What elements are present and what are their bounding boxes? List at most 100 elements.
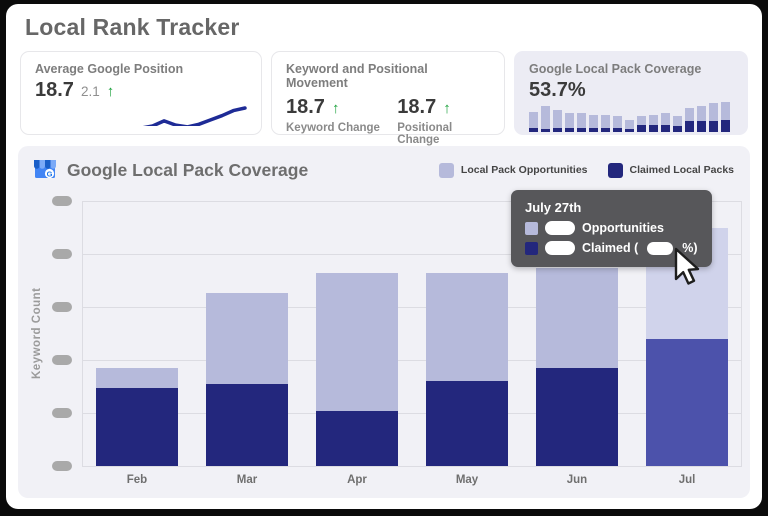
mini-bar xyxy=(613,116,622,132)
stacked-bar-jun[interactable] xyxy=(536,267,618,466)
segment-opportunities xyxy=(96,367,178,389)
segment-opportunities xyxy=(426,273,508,382)
x-tick-feb: Feb xyxy=(126,474,148,486)
x-tick-mar: Mar xyxy=(236,474,258,486)
card-title: Keyword and Positional Movement xyxy=(286,62,428,90)
plot-right-border xyxy=(741,201,742,466)
segment-claimed xyxy=(316,410,398,466)
tooltip-row-opportunities: Opportunities xyxy=(525,221,698,235)
average-position-delta: 2.1 xyxy=(80,84,100,99)
mini-bar xyxy=(541,106,550,132)
tooltip-date: July 27th xyxy=(525,200,582,215)
y-gridline xyxy=(82,306,742,308)
mini-bar xyxy=(529,112,538,132)
y-gridline xyxy=(82,359,742,361)
mini-bar xyxy=(709,103,718,132)
average-position-sparkline xyxy=(129,106,247,126)
stacked-bar-feb[interactable] xyxy=(96,367,178,466)
card-local-pack-coverage: Google Local Pack Coverage 53.7% xyxy=(514,51,748,135)
stacked-bar-mar[interactable] xyxy=(206,293,288,466)
up-arrow-icon: ↑ xyxy=(331,100,340,117)
stacked-bar-may[interactable] xyxy=(426,273,508,466)
panel-header: G Google Local Pack Coverage Local Pack … xyxy=(18,146,750,182)
stat-cards-row: Average Google Position 18.7 2.1 ↑ Keywo… xyxy=(20,51,748,146)
mini-bar xyxy=(637,116,646,132)
google-business-icon: G xyxy=(34,160,56,178)
positional-change-label: Positional Change xyxy=(397,122,453,146)
segment-claimed xyxy=(536,367,618,466)
panel-title: Google Local Pack Coverage xyxy=(67,159,309,180)
y-tick-label-redacted xyxy=(52,196,72,206)
y-gridline xyxy=(82,412,742,414)
plot-area: Feb Mar Apr May Jun Jul xyxy=(52,196,742,486)
segment-opportunities xyxy=(316,273,398,411)
app-window: Local Rank Tracker Average Google Positi… xyxy=(6,4,762,509)
y-tick-label-redacted xyxy=(52,249,72,259)
mini-bar xyxy=(553,110,562,132)
movement-columns: 18.7 ↑ Keyword Change 18.7 ↑ Positional … xyxy=(286,93,490,146)
mouse-cursor-icon xyxy=(674,247,700,285)
keyword-change-block: 18.7 ↑ Keyword Change xyxy=(286,93,397,146)
redacted-value-pill xyxy=(545,221,575,235)
mini-bar xyxy=(697,106,706,132)
mini-bar xyxy=(673,116,682,132)
tooltip-row-claimed: Claimed (%) xyxy=(525,241,698,255)
legend-item-opportunities[interactable]: Local Pack Opportunities xyxy=(438,162,588,178)
mini-bar xyxy=(601,115,610,132)
mini-bar xyxy=(589,115,598,132)
claimed-swatch xyxy=(607,162,623,178)
up-arrow-icon: ↑ xyxy=(443,100,451,117)
y-axis-title: Keyword Count xyxy=(31,287,43,380)
mini-bar xyxy=(625,120,634,132)
x-tick-apr: Apr xyxy=(347,474,367,486)
y-gridline xyxy=(82,200,742,202)
y-gridline xyxy=(82,253,742,255)
legend-label: Claimed Local Packs xyxy=(629,164,734,176)
claimed-swatch xyxy=(525,241,538,255)
legend-label: Local Pack Opportunities xyxy=(460,164,588,176)
positional-change-value: 18.7 xyxy=(397,96,437,118)
card-value-row: 18.7 2.1 ↑ xyxy=(35,79,247,102)
svg-text:G: G xyxy=(47,169,53,178)
y-tick-label-redacted xyxy=(52,408,72,418)
keyword-change-label: Keyword Change xyxy=(286,122,380,134)
mini-bar xyxy=(661,113,670,132)
card-title: Google Local Pack Coverage xyxy=(529,62,702,76)
average-position-value: 18.7 xyxy=(35,79,74,101)
opportunities-swatch xyxy=(438,162,454,178)
coverage-percent-value: 53.7% xyxy=(529,79,586,101)
y-axis-line xyxy=(82,201,83,466)
coverage-mini-chart xyxy=(529,102,733,132)
x-tick-may: May xyxy=(455,474,479,486)
segment-opportunities xyxy=(206,293,288,384)
redacted-value-pill xyxy=(545,241,575,255)
segment-claimed xyxy=(206,383,288,466)
segment-claimed xyxy=(426,381,508,466)
mini-bar xyxy=(721,102,730,132)
redacted-percent-pill xyxy=(647,241,674,255)
stacked-bar-apr[interactable] xyxy=(316,273,398,466)
segment-claimed xyxy=(96,388,178,466)
mini-bar xyxy=(577,113,586,132)
tooltip-label-suffix: %) xyxy=(682,241,698,255)
up-arrow-icon: ↑ xyxy=(106,83,115,100)
mini-bar xyxy=(565,113,574,132)
mini-bar xyxy=(649,115,658,132)
legend-item-claimed[interactable]: Claimed Local Packs xyxy=(607,162,734,178)
y-tick-label-redacted xyxy=(52,302,72,312)
positional-change-block: 18.7 ↑ Positional Change xyxy=(397,93,490,146)
y-tick-label-redacted xyxy=(52,355,72,365)
card-average-google-position: Average Google Position 18.7 2.1 ↑ xyxy=(20,51,262,135)
chart-legend: Local Pack Opportunities Claimed Local P… xyxy=(438,162,734,178)
segment-claimed xyxy=(646,338,728,466)
mini-bar xyxy=(685,108,694,132)
x-tick-jul: Jul xyxy=(678,474,696,486)
local-pack-coverage-panel: G Google Local Pack Coverage Local Pack … xyxy=(18,146,750,498)
page-title: Local Rank Tracker xyxy=(25,14,240,40)
x-tick-jun: Jun xyxy=(566,474,588,486)
tooltip-label-prefix: Claimed ( xyxy=(582,241,639,255)
tooltip-label: Opportunities xyxy=(582,221,664,235)
segment-opportunities xyxy=(536,267,618,368)
opportunities-swatch xyxy=(525,221,538,235)
card-keyword-positional-movement: Keyword and Positional Movement 18.7 ↑ K… xyxy=(271,51,505,146)
